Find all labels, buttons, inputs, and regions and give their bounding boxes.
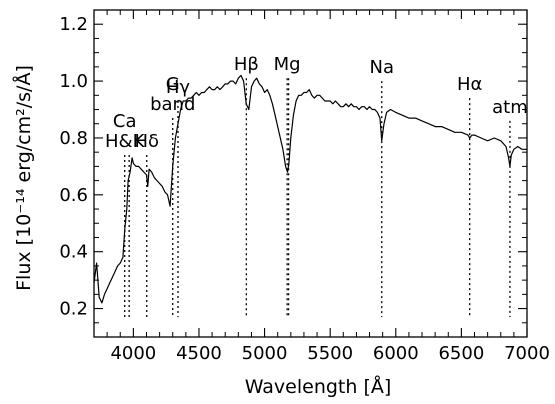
y-tick-label: 0.2 — [59, 299, 88, 320]
plot-frame — [93, 9, 528, 338]
y-tick-label: 1.2 — [59, 14, 88, 35]
spectrum-layer — [93, 74, 527, 304]
x-tick-label: 7000 — [504, 343, 550, 364]
x-tick-label: 5000 — [242, 343, 288, 364]
x-tick-label: 6500 — [438, 343, 484, 364]
annotation-label: Hα — [457, 74, 482, 95]
y-tick-label: 0.4 — [59, 242, 88, 263]
annotation-label: Hβ — [234, 54, 259, 75]
annotation-label: Mg — [274, 54, 301, 75]
x-tick-label: 4500 — [176, 343, 222, 364]
annotation-label: G — [166, 74, 180, 95]
x-tick-label: 5500 — [307, 343, 353, 364]
annotation-label: atm — [492, 97, 528, 118]
annotation-label: H&K — [105, 131, 146, 152]
axis-ticks — [93, 10, 528, 337]
annotation-label: Ca — [113, 111, 137, 132]
y-tick-label: 1.0 — [59, 71, 88, 92]
annotation-label: Hδ — [134, 131, 159, 152]
annotation-label: Na — [369, 57, 394, 78]
annotation-label: Hγ — [166, 77, 191, 98]
x-axis-label: Wavelength [Å] — [245, 375, 392, 398]
y-tick-label: 0.6 — [59, 185, 88, 206]
y-axis-label: Flux [10⁻¹⁴ erg/cm²/s/Å] — [12, 65, 35, 291]
axis-tick-labels: 4000 4500 5000 5500 6000 6500 7000 0.2 0.4 0.6 0.8… — [59, 14, 550, 364]
annotation-label: band — [150, 94, 195, 115]
x-tick-label: 6000 — [373, 343, 419, 364]
y-tick-label: 0.8 — [59, 128, 88, 149]
spectrum-line — [93, 74, 527, 304]
x-tick-label: 4000 — [110, 343, 156, 364]
plot-border — [93, 9, 528, 338]
